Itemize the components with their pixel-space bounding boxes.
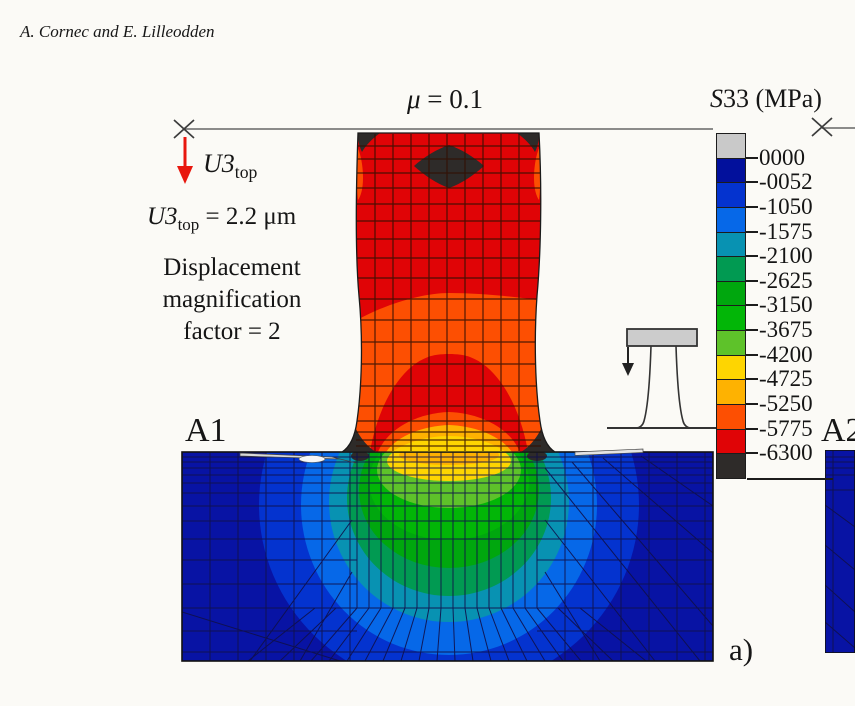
legend-swatch [716,157,746,184]
legend-tick-label: -4725 [759,366,813,392]
legend-tick-label: -2100 [759,243,813,269]
u3-symbol: U3 [203,149,235,178]
legend-tick-label: -5250 [759,391,813,417]
legend-swatch [716,256,746,282]
legend-swatch [716,206,746,233]
x-marker-left-icon [173,119,195,139]
legend-tick-label: -3150 [759,292,813,318]
legend-swatch [716,231,746,258]
legend-swatch [716,133,746,159]
figure-title: μ = 0.1 [380,84,510,115]
legend-tick [746,156,758,159]
legend-swatch [716,354,746,381]
legend-swatch [716,182,746,208]
legend-tick [746,230,758,233]
legend-tick-label: -4200 [759,341,813,367]
pillar-mesh [356,134,541,451]
u3-subscript: top [234,162,258,183]
top-guide-line [184,127,855,130]
legend-tick [746,452,758,455]
magnification-note-line2: magnification [162,286,302,313]
u3-arrow-label: U3top [203,149,257,183]
pillar-outline [339,132,558,453]
legend-swatch [716,305,746,332]
legend-title-rest: 33 (MPa) [723,84,822,113]
region-label-a1: A1 [185,412,227,449]
legend-tick [746,329,758,332]
magnification-note: Displacement magnification factor = 2 [122,252,342,348]
legend-tick [746,403,758,406]
figure-title-mu: μ [406,84,421,114]
x-marker-right-icon [811,117,833,137]
legend-baseline [747,477,833,480]
legend-tick-label: -5775 [759,415,813,441]
legend-tick [746,353,758,356]
region-label-a2: A2 [821,412,855,449]
legend-swatch [716,379,746,406]
magnification-note-line1: Displacement [163,254,301,281]
u3-value-subscript: top [177,215,200,234]
legend-colorbar: 0000 -0052 -1050 -1575 -2100 -2625 -3150 -3675-… [716,133,855,508]
u3-value-rest: = 2.2 μm [199,203,297,230]
legend-tick-label: -1575 [759,218,813,244]
author-line: A. Cornec and E. Lilleodden [20,22,215,41]
legend-swatch [716,280,746,307]
u3-value-symbol: U3 [147,203,178,230]
a2-substrate-preview [825,450,855,653]
panel-label: a) [729,632,754,667]
legend-swatch [716,428,746,455]
legend-tick [746,255,758,258]
u3-arrow-icon [177,137,193,184]
magnification-note-line3: factor = 2 [183,318,281,345]
indenter-schematic-icon [607,328,718,429]
legend-tick [746,181,758,184]
legend-title: S33 (MPa) [710,84,822,114]
legend-tick-label: -3675 [759,317,813,343]
legend-tick-label: -1050 [759,193,813,219]
legend-swatch [716,453,746,479]
u3-value-label: U3top = 2.2 μm [147,203,296,235]
legend-swatch [716,404,746,430]
legend-tick-label: -6300 [759,440,813,466]
legend-tick [746,304,758,307]
substrate-mesh [182,452,713,661]
surface-slivers [239,448,644,464]
legend-title-symbol: S [710,84,723,113]
legend-tick-label: 0000 [759,144,805,170]
legend-tick [746,378,758,381]
legend-swatch [716,330,746,356]
figure-title-rest: = 0.1 [420,84,484,114]
legend-tick [746,427,758,430]
legend-tick-label: -0052 [759,169,813,195]
legend-tick [746,205,758,208]
legend-tick [746,279,758,282]
legend-tick-label: -2625 [759,267,813,293]
